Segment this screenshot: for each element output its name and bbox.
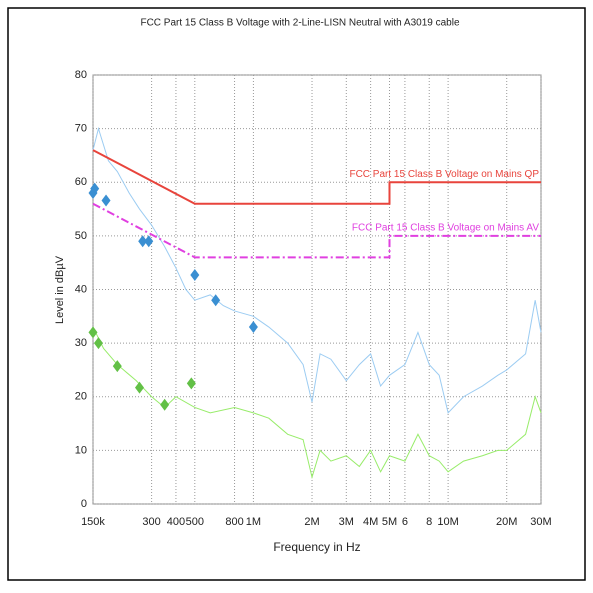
y-tick-label: 10	[75, 444, 87, 456]
y-tick-label: 80	[75, 69, 87, 81]
x-tick-label: 5M	[382, 516, 397, 528]
x-tick-label: 20M	[496, 516, 517, 528]
y-tick-label: 20	[75, 391, 87, 403]
marker	[144, 235, 154, 248]
plot-area	[92, 74, 542, 505]
x-tick-label: 800	[225, 516, 243, 528]
x-tick-label: 2M	[304, 516, 319, 528]
x-tick-label: 500	[186, 516, 204, 528]
y-tick-label: 60	[75, 176, 87, 188]
series-label: FCC Part 15 Class B Voltage on Mains AV	[352, 223, 539, 234]
marker	[248, 321, 258, 334]
series-line	[92, 326, 542, 480]
y-tick-label: 40	[75, 283, 87, 295]
marker	[138, 235, 148, 248]
marker	[160, 398, 170, 411]
y-tick-label: 50	[75, 230, 87, 242]
x-tick-label: 10M	[437, 516, 458, 528]
y-axis-label: Level in dBµV	[54, 255, 66, 324]
x-tick-label: 6	[402, 516, 408, 528]
x-tick-label: 1M	[246, 516, 261, 528]
x-tick-label: 3M	[339, 516, 354, 528]
marker	[90, 182, 100, 195]
y-tick-label: 70	[75, 123, 87, 135]
x-tick-label: 300	[142, 516, 160, 528]
x-tick-label: 30M	[530, 516, 551, 528]
marker	[186, 377, 196, 390]
marker	[88, 326, 98, 339]
series-line	[92, 202, 541, 259]
y-tick-label: 30	[75, 337, 87, 349]
marker	[190, 269, 200, 282]
x-tick-label: 150k	[81, 516, 105, 528]
x-tick-label: 400	[167, 516, 185, 528]
marker	[211, 294, 221, 307]
x-tick-label: 4M	[363, 516, 378, 528]
series-label: FCC Part 15 Class B Voltage on Mains QP	[349, 169, 539, 180]
series-line	[92, 126, 542, 414]
marker	[135, 381, 145, 394]
marker	[112, 360, 122, 373]
y-tick-label: 0	[81, 498, 87, 510]
series-line	[92, 149, 541, 205]
x-tick-label: 8	[426, 516, 432, 528]
x-axis-label: Frequency in Hz	[273, 540, 360, 554]
chart-title: FCC Part 15 Class B Voltage with 2-Line-…	[140, 18, 459, 29]
marker	[93, 337, 103, 350]
frame	[7, 7, 586, 581]
marker	[101, 194, 111, 207]
